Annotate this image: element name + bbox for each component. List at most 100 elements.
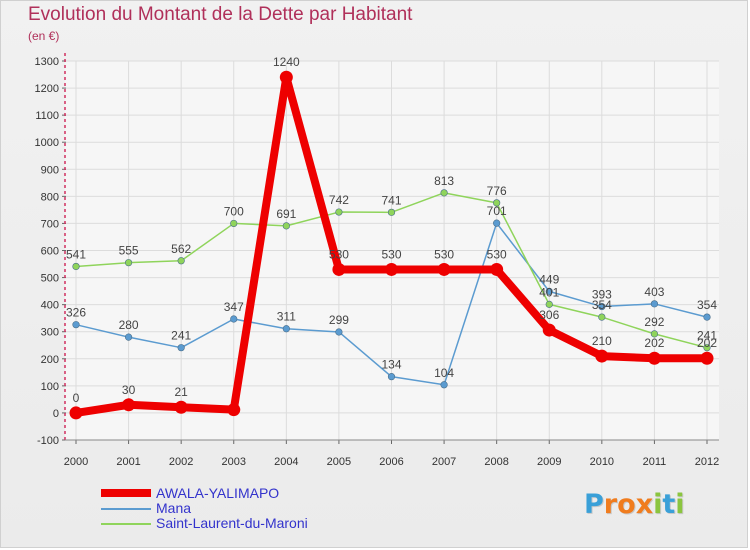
data-point xyxy=(542,323,556,337)
data-label: 241 xyxy=(171,329,191,343)
data-point xyxy=(279,70,293,84)
data-label: 1240 xyxy=(273,55,300,69)
data-label: 700 xyxy=(224,204,244,218)
data-point xyxy=(493,219,501,227)
chart-unit-label: (en €) xyxy=(28,29,60,43)
data-label: 691 xyxy=(276,207,296,221)
logo-letter: P xyxy=(584,489,604,520)
data-label: 104 xyxy=(434,366,454,380)
data-point xyxy=(282,325,290,333)
data-label: 776 xyxy=(487,184,507,198)
x-tick-label: 2000 xyxy=(64,456,88,468)
proxiti-logo[interactable]: Proxiti xyxy=(584,489,685,520)
data-point xyxy=(387,208,396,216)
legend-label-mana: Mana xyxy=(156,500,192,516)
x-tick-label: 2012 xyxy=(695,456,719,468)
y-tick-label: 1300 xyxy=(35,56,59,68)
logo-letter: r xyxy=(603,489,618,520)
data-point xyxy=(703,344,711,352)
data-label: 354 xyxy=(592,298,612,312)
data-point xyxy=(440,189,448,197)
data-label: 530 xyxy=(329,247,349,261)
data-point xyxy=(387,373,396,381)
data-label: 555 xyxy=(119,244,139,258)
data-point xyxy=(332,262,346,276)
y-tick-label: 700 xyxy=(41,218,59,230)
data-label: 530 xyxy=(434,247,454,261)
data-label: 134 xyxy=(381,358,401,372)
data-point xyxy=(69,406,83,420)
y-tick-label: 800 xyxy=(41,191,59,203)
data-label: 30 xyxy=(122,383,136,397)
data-point xyxy=(72,321,80,329)
data-point xyxy=(227,403,241,417)
y-tick-label: 0 xyxy=(53,408,59,420)
y-tick-label: 1200 xyxy=(35,83,59,95)
data-label: 562 xyxy=(171,242,191,256)
legend-label-saint-laurent: Saint-Laurent-du-Maroni xyxy=(156,515,308,531)
data-label: 741 xyxy=(381,193,401,207)
data-label: 347 xyxy=(224,300,244,314)
data-label: 280 xyxy=(119,318,139,332)
y-tick-label: 900 xyxy=(41,164,59,176)
y-tick-label: 100 xyxy=(41,381,59,393)
data-point xyxy=(650,300,659,308)
data-point xyxy=(437,262,451,276)
data-label: 241 xyxy=(697,329,717,343)
y-tick-label: 1000 xyxy=(35,137,59,149)
legend-label-awala: AWALA-YALIMAPO xyxy=(156,485,280,501)
x-tick-label: 2010 xyxy=(590,456,614,468)
data-label: 354 xyxy=(697,298,717,312)
data-label: 401 xyxy=(539,285,559,299)
y-tick-label: -100 xyxy=(37,435,59,447)
data-label: 202 xyxy=(697,336,717,350)
data-point xyxy=(177,344,185,352)
y-tick-label: 600 xyxy=(41,246,59,258)
x-tick-label: 2002 xyxy=(169,456,193,468)
x-tick-label: 2008 xyxy=(484,456,508,468)
legend-swatch-awala xyxy=(101,489,151,497)
x-tick-label: 2007 xyxy=(432,456,456,468)
legend-swatch-saint-laurent xyxy=(101,523,151,525)
data-point xyxy=(124,333,133,341)
logo-letter: t xyxy=(662,489,676,520)
y-tick-label: 500 xyxy=(41,273,59,285)
data-label: 530 xyxy=(487,247,507,261)
logo-letter: i xyxy=(653,489,663,520)
data-label: 742 xyxy=(329,193,349,207)
y-tick-label: 200 xyxy=(41,354,59,366)
data-point xyxy=(490,262,504,276)
data-point xyxy=(440,381,448,389)
data-label: 449 xyxy=(539,272,559,286)
x-tick-label: 2003 xyxy=(222,456,246,468)
data-label: 299 xyxy=(329,313,349,327)
data-point xyxy=(598,313,606,321)
data-point xyxy=(122,398,136,412)
data-point xyxy=(385,262,398,276)
data-label: 306 xyxy=(539,308,559,322)
data-point xyxy=(650,330,659,338)
data-label: 393 xyxy=(592,288,612,302)
data-point xyxy=(335,328,343,336)
data-point xyxy=(124,259,133,267)
y-tick-label: 400 xyxy=(41,300,59,312)
logo-letter: o xyxy=(617,489,636,520)
data-label: 210 xyxy=(592,334,612,348)
data-label: 0 xyxy=(73,391,80,405)
legend-swatch-mana xyxy=(101,508,151,510)
x-tick-label: 2009 xyxy=(537,456,561,468)
data-point xyxy=(647,351,661,365)
data-label: 202 xyxy=(644,336,664,350)
data-label: 530 xyxy=(381,247,401,261)
data-point xyxy=(335,208,343,216)
x-tick-label: 2005 xyxy=(327,456,351,468)
data-point xyxy=(545,300,553,308)
data-label: 21 xyxy=(174,385,188,399)
data-point xyxy=(493,199,501,207)
data-label: 403 xyxy=(644,285,664,299)
data-point xyxy=(700,351,714,365)
data-point xyxy=(598,302,606,311)
data-point xyxy=(230,219,238,228)
